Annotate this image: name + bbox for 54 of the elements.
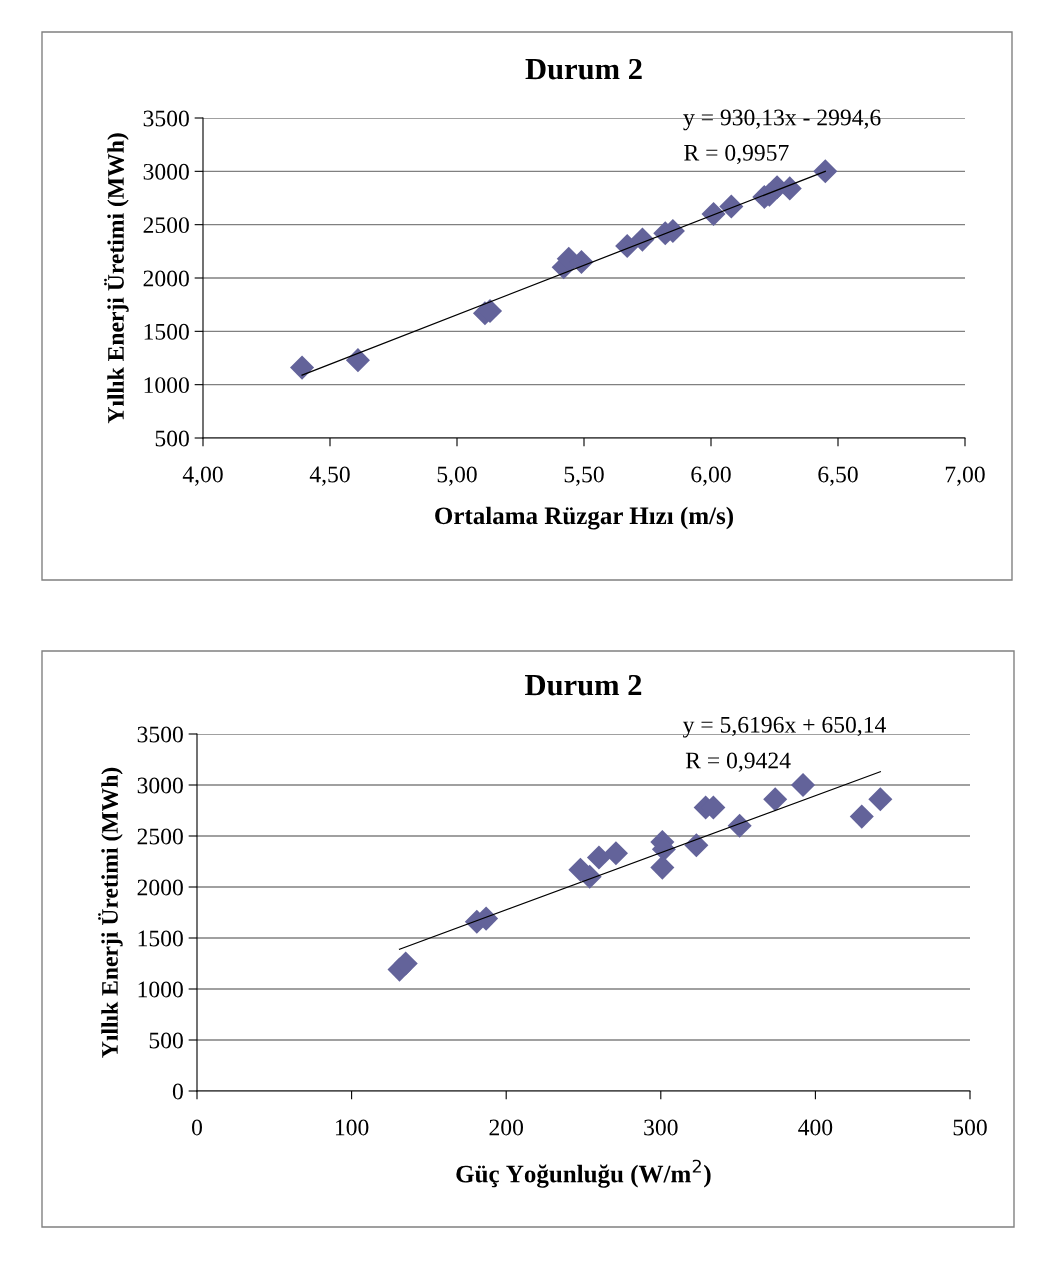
x-tick-label: 4,00 xyxy=(182,466,223,486)
point xyxy=(791,772,816,798)
x-tick-label: 6,00 xyxy=(691,466,731,486)
y-tick-label: 2500 xyxy=(143,217,189,234)
point xyxy=(393,951,418,976)
x-tick-label: 400 xyxy=(798,1119,833,1136)
y-tick-label: 3500 xyxy=(143,110,189,127)
x-tick-label: 300 xyxy=(644,1119,678,1136)
point xyxy=(650,855,675,880)
point xyxy=(701,201,726,227)
annotation: y = 930,13x - 2994,6 xyxy=(683,109,881,131)
y-axis-title: Yıllık Enerji Üretimi (MWh) xyxy=(104,133,129,424)
y-tick-label: 2000 xyxy=(143,270,189,287)
y-tick-label: 2000 xyxy=(137,879,183,896)
x-tick-label: 200 xyxy=(489,1119,524,1136)
point xyxy=(849,804,874,829)
point xyxy=(586,845,611,870)
annotation: y = 5,6196x + 650,14 xyxy=(682,716,886,738)
point xyxy=(763,787,788,812)
y-tick-label: 3500 xyxy=(137,726,183,743)
y-tick-label: 1500 xyxy=(144,323,189,340)
point xyxy=(719,194,744,219)
y-tick-label: 1000 xyxy=(138,981,183,998)
y-axis-title: Yıllık Enerji Üretimi (MWh) xyxy=(98,767,123,1058)
point xyxy=(290,355,315,380)
x-tick-label: 7,00 xyxy=(945,466,985,486)
point xyxy=(603,841,628,866)
point xyxy=(345,348,370,373)
x-tick-label: 4,50 xyxy=(309,466,350,486)
point xyxy=(727,813,752,838)
y-tick-label: 1000 xyxy=(144,377,189,394)
x-axis-title: Ortalama Rüzgar Hızı (m/s) xyxy=(435,506,733,530)
x-tick-label: 500 xyxy=(953,1119,987,1136)
point xyxy=(868,787,893,812)
y-tick-label: 2500 xyxy=(137,828,183,845)
x-tick-label: 6,50 xyxy=(818,466,858,486)
point xyxy=(813,159,838,184)
y-tick-label: 3000 xyxy=(143,163,189,180)
x-tick-label: 0 xyxy=(192,1119,202,1136)
annotation: R = 0,9424 xyxy=(685,752,791,772)
annotation: R = 0,9957 xyxy=(684,144,789,165)
y-tick-label: 1500 xyxy=(138,930,183,947)
y-tick-label: 3000 xyxy=(137,777,183,794)
y-tick-label: 500 xyxy=(155,430,189,447)
x-axis-title: Güç Yoğunluğu (W/m$^{2}$) xyxy=(456,1159,711,1188)
x-tick-label: 100 xyxy=(335,1119,369,1136)
chart-title: Durum 2 xyxy=(525,58,642,80)
y-tick-label: 0 xyxy=(172,1083,183,1100)
chart-title: Durum 2 xyxy=(525,674,642,696)
x-tick-label: 5,00 xyxy=(437,466,477,486)
point xyxy=(684,833,709,858)
point xyxy=(630,227,655,252)
y-tick-label: 500 xyxy=(149,1032,183,1049)
x-tick-label: 5,50 xyxy=(564,466,604,486)
